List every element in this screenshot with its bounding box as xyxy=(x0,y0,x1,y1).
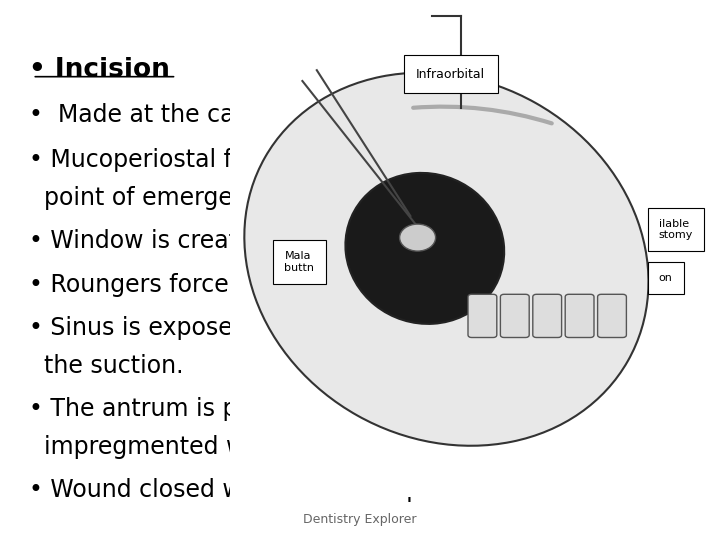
Text: • Mucoperiostal flap is reflected up to the: • Mucoperiostal flap is reflected up to … xyxy=(29,148,522,172)
Text: Dentistry Explorer: Dentistry Explorer xyxy=(303,514,417,526)
FancyBboxPatch shape xyxy=(500,294,529,338)
Bar xyxy=(230,43,720,497)
Ellipse shape xyxy=(346,173,504,324)
Text: • The antrum is packed with ribbon gauze: • The antrum is packed with ribbon gauze xyxy=(29,397,526,421)
Text: Mala
buttn: Mala buttn xyxy=(284,251,315,273)
FancyBboxPatch shape xyxy=(533,294,562,338)
Text: ilable
stomy: ilable stomy xyxy=(659,219,693,240)
FancyBboxPatch shape xyxy=(598,294,626,338)
Text: • Wound closed with the interrupted sutures.: • Wound closed with the interrupted sutu… xyxy=(29,478,562,502)
Text: on: on xyxy=(659,273,672,283)
Text: Infraorbital: Infraorbital xyxy=(416,68,485,80)
FancyBboxPatch shape xyxy=(565,294,594,338)
Text: • Window is created with a bur.: • Window is created with a bur. xyxy=(29,230,400,253)
Text: impregmented with liquid paraffin/furacin.: impregmented with liquid paraffin/furaci… xyxy=(29,435,545,458)
FancyArrowPatch shape xyxy=(413,106,552,123)
Text: • Roungers forcep enlarges the window.: • Roungers forcep enlarges the window. xyxy=(29,273,501,296)
Text: • Sinus is exposed and mucosa removed with: • Sinus is exposed and mucosa removed wi… xyxy=(29,316,569,340)
Circle shape xyxy=(400,224,436,251)
Text: point of emergence of infraorbital nerve.: point of emergence of infraorbital nerve… xyxy=(29,186,526,210)
Text: •  Made at the canine mucobuccal fold.: • Made at the canine mucobuccal fold. xyxy=(29,103,495,126)
FancyBboxPatch shape xyxy=(468,294,497,338)
Text: • Incision: • Incision xyxy=(29,57,170,83)
Ellipse shape xyxy=(244,73,649,446)
Text: the suction.: the suction. xyxy=(29,354,184,377)
